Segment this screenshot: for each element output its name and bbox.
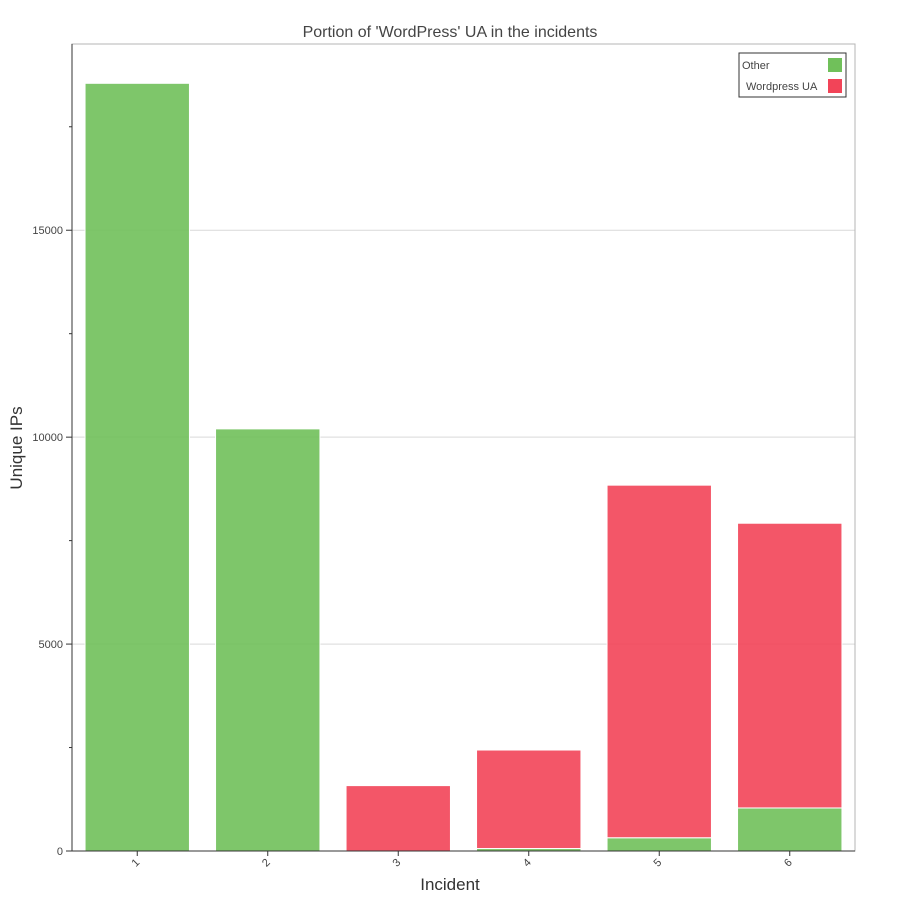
- legend: Other Wordpress UA: [738, 52, 847, 98]
- gridlines: [72, 229, 855, 645]
- y-tick-label: 0: [57, 846, 63, 858]
- chart-title: Portion of 'WordPress' UA in the inciden…: [303, 24, 598, 41]
- x-tick-label: 2: [260, 857, 273, 870]
- bar-other-6: [737, 807, 843, 852]
- bar-wordpress-ua-6: [737, 522, 843, 809]
- legend-swatch-wordpress-ua: [828, 79, 842, 93]
- x-tick-label: 1: [130, 857, 143, 870]
- bar-wordpress-ua-4: [476, 749, 582, 850]
- legend-swatch-other: [828, 58, 842, 72]
- bar-other-2: [215, 428, 321, 852]
- bar-other-1: [84, 82, 190, 852]
- y-tick-label: 10000: [32, 432, 63, 444]
- y-axis-ticks: 0 5000 10000 15000: [32, 126, 72, 858]
- legend-label-wordpress-ua: Wordpress UA: [746, 81, 818, 93]
- y-tick-label: 5000: [39, 639, 63, 651]
- bar-wordpress-ua-5: [606, 484, 712, 839]
- bar-wordpress-ua-3: [345, 785, 451, 852]
- legend-label-other: Other: [742, 60, 770, 72]
- bars: [84, 82, 843, 852]
- x-axis-label: Incident: [420, 875, 480, 894]
- y-tick-label: 15000: [32, 225, 63, 237]
- x-tick-label: 4: [521, 857, 534, 870]
- y-axis-label: Unique IPs: [7, 406, 26, 489]
- x-axis-ticks: 1 2 3 4 5 6: [130, 851, 795, 869]
- x-tick-label: 5: [652, 857, 665, 870]
- x-tick-label: 3: [391, 857, 404, 870]
- x-tick-label: 6: [782, 857, 795, 870]
- bar-other-5: [606, 837, 712, 852]
